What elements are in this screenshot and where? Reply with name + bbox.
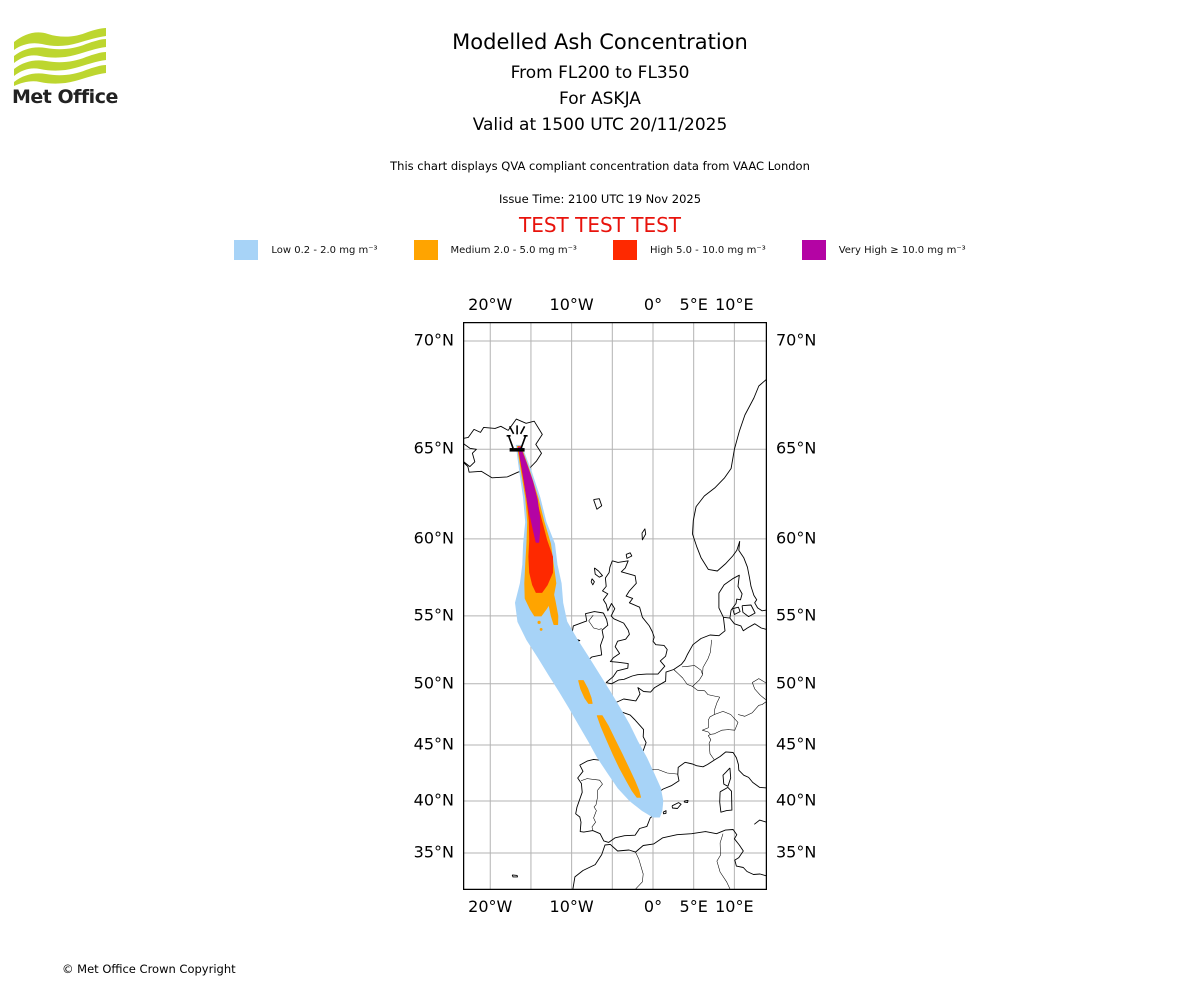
legend-item: Very High ≥ 10.0 mg m⁻³: [801, 240, 966, 260]
plume-dot: [535, 611, 540, 616]
lon-tick-label: 0°: [643, 897, 663, 916]
met-office-logo-icon: [14, 28, 106, 86]
legend-swatch-icon: [612, 240, 637, 260]
lat-tick-label: 65°N: [413, 438, 454, 458]
coastline: [692, 378, 767, 612]
coastline: [729, 617, 767, 632]
coastline: [593, 567, 603, 578]
volcano-icon: [506, 425, 528, 452]
coastline: [662, 810, 667, 815]
lon-tick-label: 10°E: [715, 295, 754, 314]
coastline: [741, 604, 756, 618]
lon-tick-label: 10°E: [715, 897, 754, 916]
coastline: [590, 578, 595, 586]
country-border: [752, 678, 767, 684]
coastline: [572, 829, 767, 890]
country-border: [716, 833, 731, 890]
country-border: [702, 711, 739, 735]
issue-time: Issue Time: 2100 UTC 19 Nov 2025: [498, 192, 702, 206]
lat-tick-label: 70°N: [776, 330, 817, 350]
plume-region-very-high: [518, 446, 541, 543]
coastline: [593, 498, 603, 510]
lat-tick-label: 50°N: [413, 673, 454, 693]
ash-concentration-map: [462, 321, 768, 891]
copyright-notice: © Met Office Crown Copyright: [62, 962, 236, 976]
coastline: [671, 802, 682, 809]
lat-tick-label: 45°N: [413, 734, 454, 754]
coastline: [625, 552, 633, 559]
lat-tick-label: 55°N: [413, 605, 454, 625]
qva-description: This chart displays QVA compliant concen…: [390, 159, 810, 173]
legend-swatch-icon: [234, 240, 259, 260]
legend-item: High 5.0 - 10.0 mg m⁻³: [612, 240, 766, 260]
lat-tick-label: 40°N: [776, 790, 817, 810]
coastline: [718, 574, 743, 619]
lon-tick-label: 0°: [643, 295, 663, 314]
coastline: [732, 606, 741, 615]
lat-tick-label: 35°N: [413, 842, 454, 862]
country-border: [673, 669, 720, 715]
country-border: [737, 701, 767, 717]
country-border: [752, 682, 766, 700]
lat-tick-label: 50°N: [776, 673, 817, 693]
coastline: [683, 800, 689, 804]
coastline: [754, 819, 767, 825]
lat-tick-label: 70°N: [413, 330, 454, 350]
legend-label: Very High ≥ 10.0 mg m⁻³: [838, 244, 966, 256]
country-border: [708, 734, 715, 761]
subtitle-flight-levels: From FL200 to FL350: [510, 63, 690, 83]
legend-swatch-icon: [801, 240, 826, 260]
lon-tick-label: 10°W: [549, 295, 594, 314]
coastline: [575, 617, 767, 843]
subtitle-valid-time: Valid at 1500 UTC 20/11/2025: [472, 115, 728, 135]
country-border: [580, 778, 603, 831]
legend-label: High 5.0 - 10.0 mg m⁻³: [649, 244, 766, 256]
lat-tick-label: 45°N: [776, 734, 817, 754]
plume-region-medium: [596, 715, 641, 798]
country-border: [702, 639, 712, 675]
plume-dot: [539, 628, 543, 631]
plume-dot: [537, 620, 541, 624]
plume-region-low: [515, 444, 664, 818]
legend-label: Medium 2.0 - 5.0 mg m⁻³: [450, 244, 577, 256]
lat-tick-label: 60°N: [776, 528, 817, 548]
met-office-logo-text: Met Office: [12, 86, 118, 108]
subtitle-volcano: For ASKJA: [559, 89, 641, 109]
country-border: [634, 851, 644, 890]
legend-item: Low 0.2 - 2.0 mg m⁻³: [234, 240, 378, 260]
legend-item: Medium 2.0 - 5.0 mg m⁻³: [413, 240, 577, 260]
lon-tick-label: 20°W: [468, 897, 513, 916]
coastline: [641, 528, 647, 541]
legend-label: Low 0.2 - 2.0 mg m⁻³: [271, 244, 378, 256]
coastline: [463, 418, 543, 479]
lat-tick-label: 35°N: [776, 842, 817, 862]
lon-tick-label: 5°E: [679, 295, 708, 314]
lat-tick-label: 60°N: [413, 528, 454, 548]
map-area: 20°W 20°W 10°W 10°W 0° 0° 5°E 5°E 10°E 10°E 70°N 70…: [414, 295, 817, 916]
coastline: [722, 767, 732, 787]
page-title: Modelled Ash Concentration: [452, 30, 748, 54]
legend: Low 0.2 - 2.0 mg m⁻³ Medium 2.0 - 5.0 mg …: [0, 240, 1200, 260]
plume-region-medium: [546, 587, 559, 625]
lat-tick-label: 65°N: [776, 438, 817, 458]
lat-tick-label: 40°N: [413, 790, 454, 810]
country-border: [681, 665, 703, 687]
coastline: [511, 874, 518, 878]
lon-tick-label: 5°E: [679, 897, 708, 916]
plume-region-medium: [578, 680, 593, 704]
lon-tick-label: 20°W: [468, 295, 513, 314]
test-banner: TEST TEST TEST: [518, 213, 681, 237]
coastline: [602, 560, 668, 685]
lat-tick-label: 55°N: [776, 605, 817, 625]
legend-swatch-icon: [413, 240, 438, 260]
map-layers: [463, 322, 767, 890]
country-border: [588, 615, 602, 630]
lon-tick-label: 10°W: [549, 897, 594, 916]
coastline: [719, 786, 733, 813]
map-frame: [462, 321, 768, 891]
